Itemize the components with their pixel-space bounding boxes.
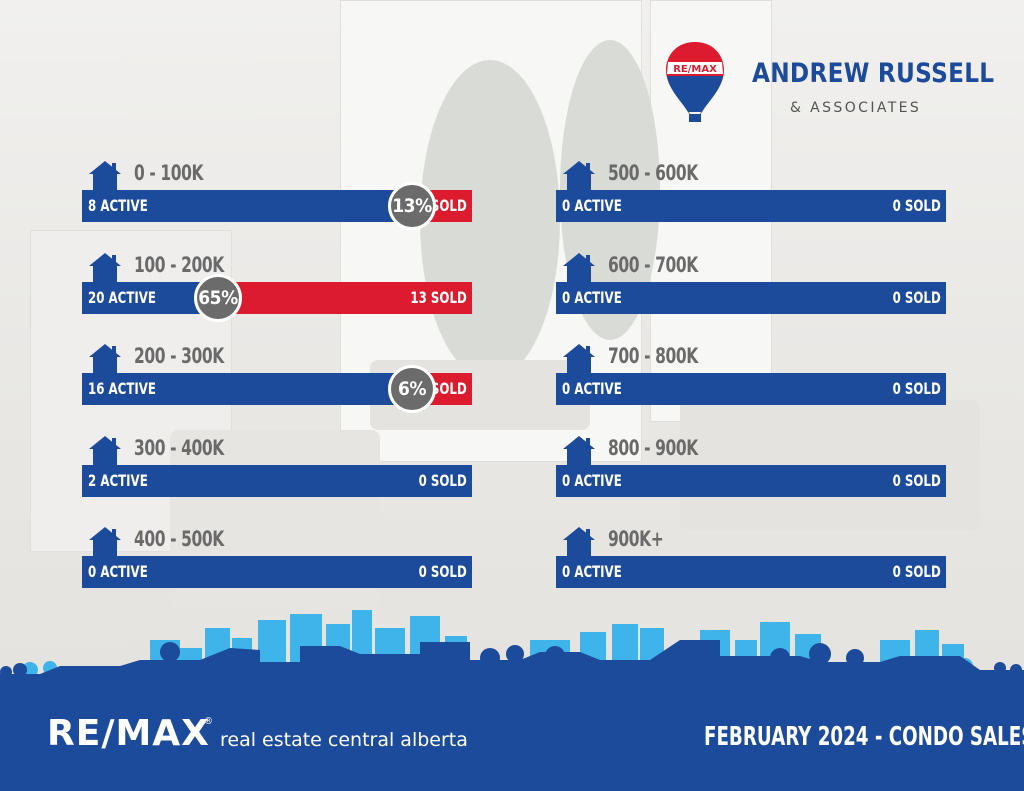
house-icon [562, 160, 596, 194]
active-count-label: 0 ACTIVE [562, 470, 622, 490]
active-count-label: 0 ACTIVE [562, 379, 622, 398]
sold-percent-badge: 6% [388, 365, 436, 413]
house-icon [88, 435, 122, 469]
sold-count-label: 0 SOLD [418, 470, 467, 490]
balloon-logo-text: RE/MAX [673, 64, 717, 75]
footer-bar [0, 684, 1024, 791]
remax-balloon-logo: RE/MAX [666, 42, 724, 122]
price-range-label: 500 - 600K [608, 161, 698, 185]
price-range-label: 400 - 500K [134, 527, 224, 551]
price-range-row: 500 - 600K 0 ACTIVE 0 SOLD [556, 160, 946, 222]
active-bar: 0 ACTIVE 0 SOLD [556, 556, 946, 588]
active-bar: 2 ACTIVE 0 SOLD [82, 464, 472, 497]
sold-percent-badge: 65% [194, 273, 242, 322]
active-bar: 0 ACTIVE 0 SOLD [556, 281, 946, 314]
price-range-row: 900K+ 0 ACTIVE 0 SOLD [556, 526, 946, 588]
price-range-row: 300 - 400K 2 ACTIVE 0 SOLD [82, 435, 472, 497]
sold-count-label: 13 SOLD [410, 287, 467, 307]
active-count-label: 0 ACTIVE [562, 562, 622, 581]
active-count-label: 0 ACTIVE [562, 196, 622, 215]
sold-count-label: 0 SOLD [892, 379, 941, 398]
price-range-label: 100 - 200K [134, 252, 224, 277]
house-icon [88, 343, 122, 377]
brand-subname: & ASSOCIATES [790, 100, 922, 116]
price-range-label: 700 - 800K [608, 344, 698, 368]
footer-tagline: real estate central alberta [220, 729, 468, 751]
house-icon [88, 526, 122, 560]
active-count-label: 20 ACTIVE [88, 287, 156, 307]
house-icon [562, 252, 596, 286]
house-icon [562, 343, 596, 377]
active-bar: 0 ACTIVE 0 SOLD [82, 556, 472, 588]
house-icon [562, 526, 596, 560]
footer-remax-logo: RE/MAX [47, 713, 210, 754]
price-range-row: 100 - 200K 20 ACTIVE 13 SOLD 65% [82, 252, 472, 322]
active-count-label: 16 ACTIVE [88, 379, 156, 398]
price-range-row: 400 - 500K 0 ACTIVE 0 SOLD [82, 526, 472, 588]
sold-count-label: 0 SOLD [892, 196, 941, 215]
price-range-label: 0 - 100K [134, 161, 204, 185]
sold-count-label: 0 SOLD [418, 562, 467, 581]
active-bar: 0 ACTIVE 0 SOLD [556, 373, 946, 405]
city-skyline [0, 610, 1024, 690]
sold-bar [218, 281, 472, 314]
price-range-row: 800 - 900K 0 ACTIVE 0 SOLD [556, 435, 946, 497]
active-bar: 0 ACTIVE 0 SOLD [556, 190, 946, 222]
house-icon [88, 252, 122, 286]
brand-name: ANDREW RUSSELL [752, 58, 995, 89]
price-range-row: 700 - 800K 0 ACTIVE 0 SOLD [556, 343, 946, 405]
active-count-label: 0 ACTIVE [88, 562, 148, 581]
report-title: FEBRUARY 2024 - CONDO SALES [704, 722, 1024, 752]
active-count-label: 0 ACTIVE [562, 287, 622, 307]
sold-count-label: 0 SOLD [892, 287, 941, 307]
active-count-label: 8 ACTIVE [88, 196, 148, 215]
price-range-label: 900K+ [608, 527, 664, 551]
price-range-label: 800 - 900K [608, 435, 698, 460]
registered-mark: ® [204, 716, 213, 727]
active-bar: 20 ACTIVE 13 SOLD [82, 281, 472, 314]
house-icon [562, 435, 596, 469]
sold-percent-badge: 13% [388, 182, 436, 230]
house-icon [88, 160, 122, 194]
price-range-label: 300 - 400K [134, 435, 224, 460]
price-range-row: 200 - 300K 16 ACTIVE 1 SOLD 6% [82, 343, 472, 413]
price-range-label: 600 - 700K [608, 252, 698, 277]
price-range-row: 0 - 100K 8 ACTIVE 1 SOLD 13% [82, 160, 472, 230]
price-range-label: 200 - 300K [134, 344, 224, 368]
active-count-label: 2 ACTIVE [88, 470, 148, 490]
price-range-row: 600 - 700K 0 ACTIVE 0 SOLD [556, 252, 946, 314]
sold-count-label: 0 SOLD [892, 562, 941, 581]
active-bar: 0 ACTIVE 0 SOLD [556, 464, 946, 497]
sold-count-label: 0 SOLD [892, 470, 941, 490]
